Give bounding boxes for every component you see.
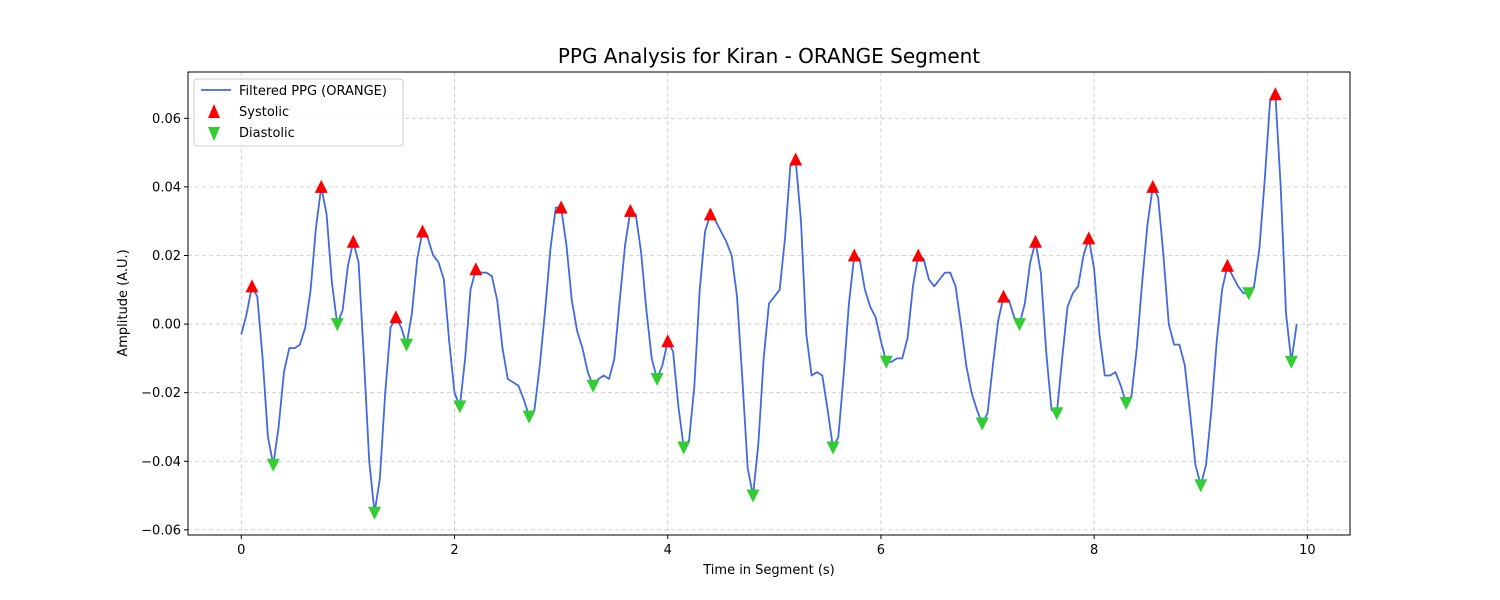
diastolic-trough-marker: [1242, 287, 1256, 301]
ppg-signal-line: [240, 93, 1298, 514]
systolic-peak-marker: [661, 334, 675, 348]
systolic-peak-marker: [997, 289, 1011, 303]
systolic-peak-marker: [1146, 179, 1160, 193]
systolic-peak-marker: [1268, 87, 1282, 101]
systolic-peak-marker: [1029, 234, 1043, 248]
chart-title: PPG Analysis for Kiran - ORANGE Segment: [558, 44, 980, 68]
systolic-peak-marker: [554, 200, 568, 214]
systolic-peak-marker: [245, 279, 259, 293]
plot-frame: [187, 71, 1351, 536]
diastolic-trough-marker: [879, 355, 893, 369]
x-axis-label: Time in Segment (s): [702, 563, 834, 578]
y-tick-label: 0.02: [152, 249, 181, 264]
grid: [188, 72, 1350, 535]
legend-diastolic-marker: [208, 127, 220, 141]
y-axis-label: Amplitude (A.U.): [116, 249, 131, 356]
diastolic-trough-marker: [1284, 355, 1298, 369]
plot-area: [240, 87, 1298, 520]
diastolic-trough-marker: [746, 489, 760, 503]
diastolic-trough-marker: [677, 441, 691, 455]
legend-box: [193, 78, 404, 147]
diastolic-trough-marker: [1050, 407, 1064, 421]
systolic-peak-marker: [911, 248, 925, 262]
diastolic-trough-marker: [650, 372, 664, 386]
legend-label-diastolic: Diastolic: [239, 126, 295, 141]
y-axis: −0.06 −0.04 −0.02 0.00 0.02 0.04 0.06: [141, 112, 188, 538]
legend-systolic-marker: [208, 104, 220, 118]
diastolic-trough-marker: [1194, 479, 1208, 493]
systolic-peak-marker: [346, 234, 360, 248]
y-tick-label: −0.04: [141, 455, 181, 470]
diastolic-trough-marker: [826, 441, 840, 455]
x-tick-label: 10: [1299, 543, 1316, 558]
x-tick-label: 2: [450, 543, 458, 558]
systolic-peak-marker: [847, 248, 861, 262]
diastolic-trough-marker: [1119, 396, 1133, 410]
y-tick-label: −0.06: [141, 523, 181, 538]
y-tick-label: −0.02: [141, 386, 181, 401]
systolic-peak-marker: [789, 152, 803, 166]
diastolic-trough-marker: [586, 379, 600, 393]
y-tick-label: 0.06: [152, 112, 181, 127]
diastolic-trough-marker: [330, 318, 344, 332]
x-tick-label: 0: [237, 543, 245, 558]
diastolic-trough-marker: [975, 417, 989, 431]
y-tick-label: 0.04: [152, 180, 181, 195]
systolic-peak-marker: [703, 207, 717, 221]
systolic-peak-marker: [389, 310, 403, 324]
diastolic-trough-marker: [368, 506, 382, 520]
systolic-peak-marker: [469, 262, 483, 276]
systolic-peak-marker: [1220, 258, 1234, 272]
diastolic-trough-marker: [1013, 318, 1027, 332]
legend: Filtered PPG (ORANGE) Systolic Diastolic: [193, 78, 404, 147]
x-tick-label: 4: [664, 543, 672, 558]
systolic-peak-marker: [314, 179, 328, 193]
diastolic-trough-marker: [266, 458, 280, 472]
systolic-peak-marker: [623, 203, 637, 217]
legend-label-ppg: Filtered PPG (ORANGE): [239, 84, 387, 99]
x-axis: 0 2 4 6 8 10: [237, 535, 1316, 558]
x-tick-label: 8: [1090, 543, 1098, 558]
systolic-peak-marker: [416, 224, 430, 238]
diastolic-trough-marker: [522, 410, 536, 424]
systolic-peak-marker: [1082, 231, 1096, 245]
legend-label-systolic: Systolic: [239, 105, 289, 120]
y-tick-label: 0.00: [152, 318, 181, 333]
diastolic-trough-marker: [453, 400, 467, 414]
diastolic-trough-marker: [400, 338, 414, 352]
x-tick-label: 6: [877, 543, 885, 558]
